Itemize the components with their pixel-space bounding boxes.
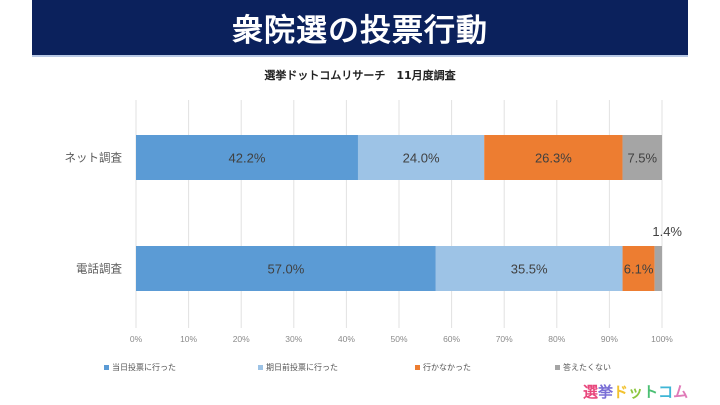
legend-item: 答えたくない	[555, 362, 611, 373]
data-label: 1.4%	[652, 224, 682, 239]
legend-swatch	[555, 365, 560, 370]
legend-label: 当日投票に行った	[112, 363, 176, 372]
logo-char: 挙	[598, 383, 614, 401]
logo-char: ム	[673, 383, 689, 401]
x-tick-label: 60%	[443, 334, 460, 344]
data-label: 24.0%	[403, 151, 440, 166]
category-label: 電話調査	[76, 262, 122, 276]
bar-segment	[622, 246, 655, 291]
data-label: 57.0%	[267, 262, 304, 277]
logo-char: ド	[613, 383, 629, 401]
page-title: 衆院選の投票行動	[232, 13, 488, 49]
data-label: 42.2%	[229, 151, 266, 166]
data-label: 26.3%	[535, 151, 572, 166]
legend-item: 期日前投票に行った	[258, 362, 338, 373]
legend-item: 当日投票に行った	[104, 362, 176, 373]
data-label: 35.5%	[511, 262, 548, 277]
x-tick-label: 90%	[601, 334, 618, 344]
legend-swatch	[104, 365, 109, 370]
x-tick-label: 80%	[548, 334, 565, 344]
legend-label: 行かなかった	[423, 363, 471, 372]
chart-legend: 当日投票に行った 期日前投票に行った 行かなかった 答えたくない	[0, 362, 720, 376]
x-tick-label: 20%	[233, 334, 250, 344]
x-tick-label: 10%	[180, 334, 197, 344]
bar-segment	[136, 135, 358, 180]
bar-segment	[622, 135, 662, 180]
logo-char: コ	[658, 383, 674, 401]
bar-segment	[136, 246, 436, 291]
x-tick-label: 70%	[496, 334, 513, 344]
bar-segment	[357, 135, 485, 180]
x-tick-label: 100%	[651, 334, 673, 344]
legend-label: 答えたくない	[563, 363, 611, 372]
chart-subtitle: 選挙ドットコムリサーチ 11月度調査	[264, 69, 456, 82]
logo-char: 選	[583, 383, 599, 401]
data-label: 7.5%	[627, 151, 657, 166]
bar-segment	[435, 246, 623, 291]
legend-swatch	[415, 365, 420, 370]
legend-item: 行かなかった	[415, 362, 471, 373]
x-tick-label: 30%	[285, 334, 302, 344]
bar-segment	[654, 246, 662, 291]
x-tick-label: 0%	[130, 334, 143, 344]
legend-label: 期日前投票に行った	[266, 363, 338, 372]
title-banner: 衆院選の投票行動	[32, 0, 688, 57]
senkyo-dotcom-logo: 選挙ドットコム	[583, 381, 688, 402]
logo-char: ッ	[628, 383, 644, 401]
x-tick-label: 40%	[338, 334, 355, 344]
category-label: ネット調査	[65, 151, 123, 165]
x-tick-label: 50%	[390, 334, 407, 344]
bar-segment	[484, 135, 623, 180]
legend-swatch	[258, 365, 263, 370]
data-label: 6.1%	[624, 262, 654, 277]
logo-char: ト	[643, 383, 659, 401]
